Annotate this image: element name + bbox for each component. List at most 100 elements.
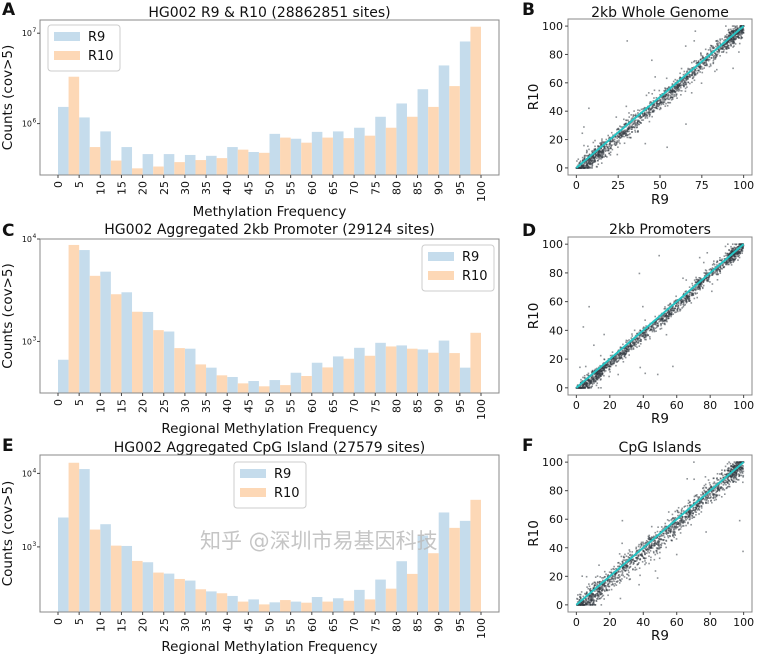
scatter-point <box>590 594 592 596</box>
scatter-point <box>700 52 702 54</box>
scatter-point <box>618 553 621 555</box>
scatter-point <box>732 467 735 469</box>
scatter-point <box>717 48 720 50</box>
scatter-point <box>716 51 719 53</box>
scatter-point <box>676 511 679 514</box>
scatter-point <box>616 153 619 156</box>
scatter-point <box>738 469 741 472</box>
scatter-point <box>623 118 625 121</box>
scatter-point <box>703 62 706 64</box>
scatter-point <box>688 286 691 288</box>
scatter-point <box>714 482 716 485</box>
scatter-point <box>715 493 718 496</box>
scatter-point <box>593 595 595 598</box>
scatter-point <box>668 519 670 522</box>
scatter-point <box>648 102 651 105</box>
scatter-point <box>686 513 689 515</box>
scatter-point <box>720 51 723 53</box>
scatter-point <box>602 153 605 155</box>
scatter-point <box>637 131 639 133</box>
bar-R9-11 <box>290 372 302 393</box>
scatter-point <box>722 487 725 490</box>
scatter-point <box>613 565 615 568</box>
scatter-point <box>657 540 660 542</box>
scatter-point <box>599 144 602 146</box>
scatter-point <box>665 93 668 96</box>
scatter-point <box>707 278 710 280</box>
scatter-point <box>619 125 621 128</box>
scatter-point <box>691 71 694 74</box>
scatter-point <box>655 102 658 105</box>
scatter-point <box>628 345 630 348</box>
scatter-point <box>628 136 631 139</box>
bar-R9-10 <box>269 133 281 175</box>
y-axis-label: Counts (cov>5) <box>0 481 16 587</box>
scatter-point <box>658 546 661 549</box>
scatter-point <box>674 531 676 534</box>
scatter-point <box>603 374 605 377</box>
scatter-point <box>668 101 670 104</box>
scatter-point <box>614 583 616 585</box>
scatter-point <box>706 54 708 56</box>
scatter-point <box>615 584 618 586</box>
scatter-point <box>585 385 587 388</box>
scatter-point <box>730 257 733 260</box>
scatter-point <box>577 167 580 169</box>
y-tick-label: 10 <box>22 120 32 129</box>
scatter-point <box>642 335 645 337</box>
scatter-point <box>695 503 698 506</box>
x-tick-label: 35 <box>200 181 213 195</box>
scatter-point <box>741 29 744 32</box>
scatter-point <box>622 561 624 564</box>
scatter-point <box>646 117 649 119</box>
scatter-point <box>728 466 730 469</box>
scatter-point <box>672 534 674 537</box>
scatter-point <box>625 132 628 135</box>
scatter-point <box>592 601 595 604</box>
scatter-point <box>652 110 655 113</box>
scatter-point <box>711 269 713 271</box>
scatter-point <box>701 71 704 74</box>
scatter-point <box>735 251 737 254</box>
scatter-point <box>644 553 646 556</box>
bar-R10-11 <box>301 376 312 393</box>
scatter-point <box>656 101 658 104</box>
scatter-point <box>585 160 587 163</box>
scatter-point <box>657 547 659 549</box>
scatter-point <box>708 268 711 271</box>
scatter-point <box>647 327 650 330</box>
scatter-point <box>706 488 709 491</box>
scatter-point <box>637 339 639 341</box>
scatter-point <box>675 95 677 97</box>
scatter-point <box>615 143 618 146</box>
scatter-point <box>660 107 662 110</box>
scatter-point <box>617 136 620 138</box>
scatter-point <box>612 575 614 577</box>
scatter-point <box>623 347 626 349</box>
bar-R10-9 <box>258 604 270 612</box>
scatter-point <box>682 277 684 280</box>
bar-R9-12 <box>311 131 323 175</box>
scatter-point <box>586 604 588 606</box>
scatter-point <box>689 82 691 85</box>
scatter-point <box>669 94 672 97</box>
scatter-point <box>680 510 683 512</box>
scatter-point <box>667 528 670 531</box>
scatter-point <box>608 365 611 368</box>
scatter-point <box>699 288 701 291</box>
scatter-point <box>585 149 588 152</box>
scatter-point <box>683 81 686 84</box>
scatter-point <box>719 487 722 490</box>
scatter-point <box>588 379 590 382</box>
scatter-point <box>639 335 642 337</box>
scatter-point <box>588 595 591 597</box>
x-tick-label: 100 <box>475 618 488 639</box>
scatter-point <box>721 264 724 267</box>
x-tick-label: 65 <box>327 181 340 195</box>
scatter-point <box>615 141 617 144</box>
scatter-point <box>667 95 670 98</box>
scatter-point <box>689 291 692 294</box>
scatter-point <box>661 96 664 98</box>
scatter-point <box>715 40 718 42</box>
scatter-point <box>603 358 605 361</box>
